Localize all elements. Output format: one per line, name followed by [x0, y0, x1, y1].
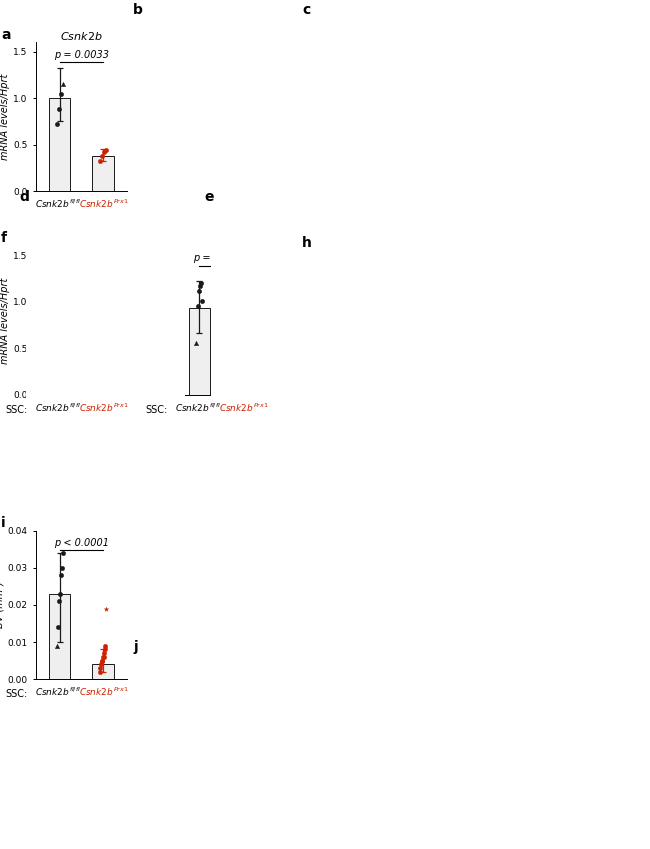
Text: g: g [141, 231, 151, 245]
Point [99, 145, 109, 159]
Point [55, 290, 66, 304]
Bar [92, 359, 114, 395]
Point [191, 336, 202, 350]
Point [53, 103, 64, 116]
Bar [92, 155, 114, 191]
Point [97, 149, 107, 162]
Point [97, 352, 107, 366]
Text: p < 0.0001: p < 0.0001 [54, 253, 109, 263]
Text: c: c [302, 3, 311, 17]
Text: d: d [20, 190, 29, 204]
Text: p < 0.0001: p < 0.0001 [54, 537, 109, 548]
Point [55, 569, 66, 582]
Text: SSC:: SSC: [6, 405, 28, 415]
Point [100, 639, 110, 653]
Point [194, 284, 204, 298]
Point [57, 561, 67, 575]
Text: f: f [1, 231, 7, 245]
Point [55, 587, 65, 600]
Point [99, 351, 109, 364]
Text: b: b [133, 3, 143, 17]
Y-axis label: mRNA levels/Hprt: mRNA levels/Hprt [0, 278, 10, 363]
Bar [49, 98, 70, 191]
Point [101, 143, 111, 157]
Bar [188, 308, 210, 395]
Point [53, 621, 63, 634]
Text: $\it{Csnk2b}^{\it{Prx1}}$: $\it{Csnk2b}^{\it{Prx1}}$ [79, 686, 129, 699]
Text: $\it{Csnk2b}^{\it{fl/fl}}$: $\it{Csnk2b}^{\it{fl/fl}}$ [36, 402, 81, 414]
Text: p = 0.0033: p = 0.0033 [54, 49, 109, 59]
Point [98, 650, 108, 664]
Text: $\it{Csnk2b}^{\it{fl/fl}}$: $\it{Csnk2b}^{\it{fl/fl}}$ [36, 686, 81, 699]
Point [57, 77, 68, 91]
Point [51, 301, 62, 315]
Point [236, 316, 246, 329]
Point [55, 87, 66, 100]
Text: $\it{Csnk2b}^{\it{Prx1}}$: $\it{Csnk2b}^{\it{Prx1}}$ [79, 402, 129, 414]
Title: $\it{Csnk2b}$: $\it{Csnk2b}$ [60, 233, 103, 245]
Point [98, 650, 109, 664]
Y-axis label: mRNA levels/Hprt: mRNA levels/Hprt [0, 74, 10, 160]
Point [192, 299, 203, 312]
Point [101, 350, 111, 363]
Point [99, 646, 109, 660]
Point [239, 306, 250, 320]
Point [97, 654, 107, 667]
Bar [92, 664, 114, 679]
Text: e: e [205, 190, 214, 204]
Point [57, 546, 68, 559]
Text: $\it{Csnk2b}^{\it{fl/fl}}$: $\it{Csnk2b}^{\it{fl/fl}}$ [36, 198, 81, 211]
Point [51, 639, 62, 653]
Point [99, 643, 110, 656]
Point [53, 594, 64, 608]
Point [197, 294, 207, 307]
Y-axis label: BV (mm³): BV (mm³) [0, 582, 5, 628]
Point [96, 657, 107, 671]
Point [57, 292, 68, 306]
Point [53, 296, 64, 310]
Point [235, 363, 245, 377]
Title: $\it{Csnk2b}$: $\it{Csnk2b}$ [60, 30, 103, 42]
Point [195, 279, 205, 293]
Bar [232, 313, 254, 395]
Point [240, 299, 251, 312]
Y-axis label: Frequency of
total cells: Frequency of total cells [137, 289, 159, 352]
Text: h: h [302, 237, 312, 250]
Text: j: j [133, 640, 138, 654]
Text: SSC:: SSC: [6, 689, 28, 700]
Point [96, 654, 107, 667]
Point [101, 602, 111, 616]
Text: $\it{Csnk2b}^{\it{Prx1}}$: $\it{Csnk2b}^{\it{Prx1}}$ [219, 402, 268, 414]
Point [51, 117, 62, 131]
Point [95, 155, 105, 168]
Text: a: a [1, 28, 10, 42]
Point [95, 355, 105, 368]
Point [196, 277, 206, 290]
Text: p = 0.8938: p = 0.8938 [194, 253, 248, 263]
Text: $\it{Csnk2b}^{\it{fl/fl}}$: $\it{Csnk2b}^{\it{fl/fl}}$ [176, 402, 221, 414]
Bar [49, 302, 70, 395]
Bar [49, 593, 70, 679]
Point [95, 665, 105, 678]
Text: SSC:: SSC: [146, 405, 168, 415]
Text: $\it{Csnk2b}^{\it{Prx1}}$: $\it{Csnk2b}^{\it{Prx1}}$ [79, 198, 129, 211]
Point [96, 661, 106, 675]
Text: i: i [1, 515, 6, 530]
Point [237, 312, 248, 325]
